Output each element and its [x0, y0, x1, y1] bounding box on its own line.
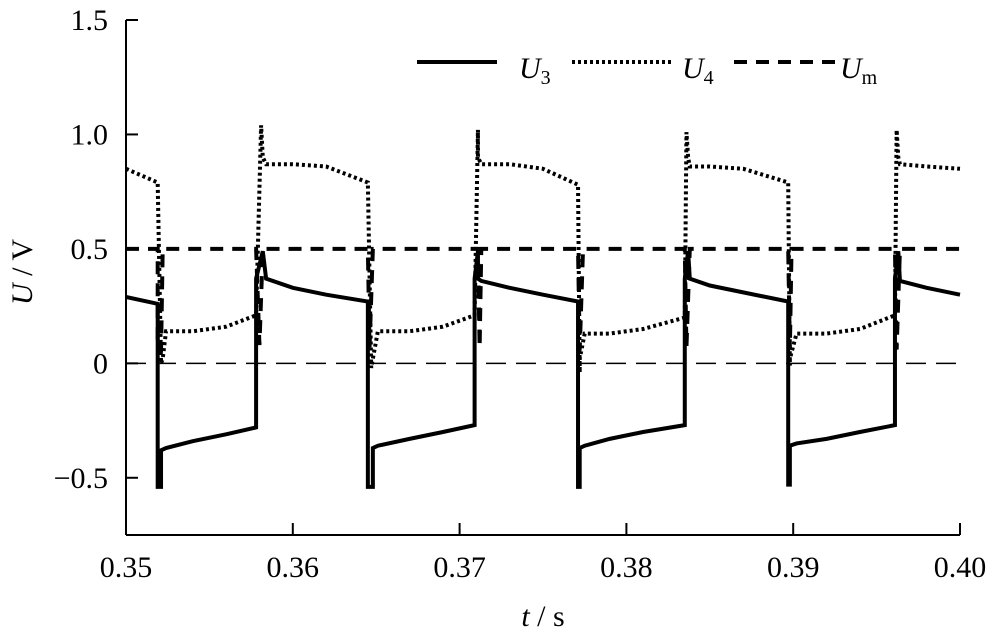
- x-axis-unit: / s: [530, 600, 565, 633]
- series-line-um: [126, 246, 960, 353]
- x-tick-label: 0.36: [267, 551, 320, 584]
- series-line-u4: [125, 125, 961, 373]
- y-axis-var: U: [6, 281, 39, 305]
- legend: U3 U4 Um: [417, 52, 878, 89]
- x-tick-label: 0.35: [100, 551, 153, 584]
- x-tick-label: 0.39: [767, 551, 820, 584]
- y-tick-label: 1.5: [71, 4, 109, 37]
- series-layer: [125, 125, 961, 489]
- y-tick-label: 1.0: [71, 118, 109, 151]
- axes: [125, 20, 960, 536]
- x-axis-var: t: [521, 600, 530, 633]
- y-tick-label: 0.5: [71, 233, 109, 266]
- legend-label-u4: U4: [682, 52, 714, 89]
- legend-label-um: Um: [840, 52, 878, 89]
- y-axis-unit: / V: [6, 239, 39, 284]
- series-line-u3: [125, 250, 961, 489]
- ticks-layer: 0.35 0.36 0.37 0.38 0.39 0.40 −0.5 0 0.5 1.0 1.5: [54, 4, 987, 584]
- y-tick-label: 0: [93, 347, 108, 380]
- y-tick-label: −0.5: [54, 462, 108, 495]
- x-axis-title: t / s: [521, 600, 564, 633]
- x-tick-label: 0.40: [934, 551, 987, 584]
- legend-label-u3: U3: [519, 52, 551, 89]
- x-tick-label: 0.37: [433, 551, 486, 584]
- x-tick-label: 0.38: [600, 551, 653, 584]
- y-axis-title: U / V: [6, 239, 39, 305]
